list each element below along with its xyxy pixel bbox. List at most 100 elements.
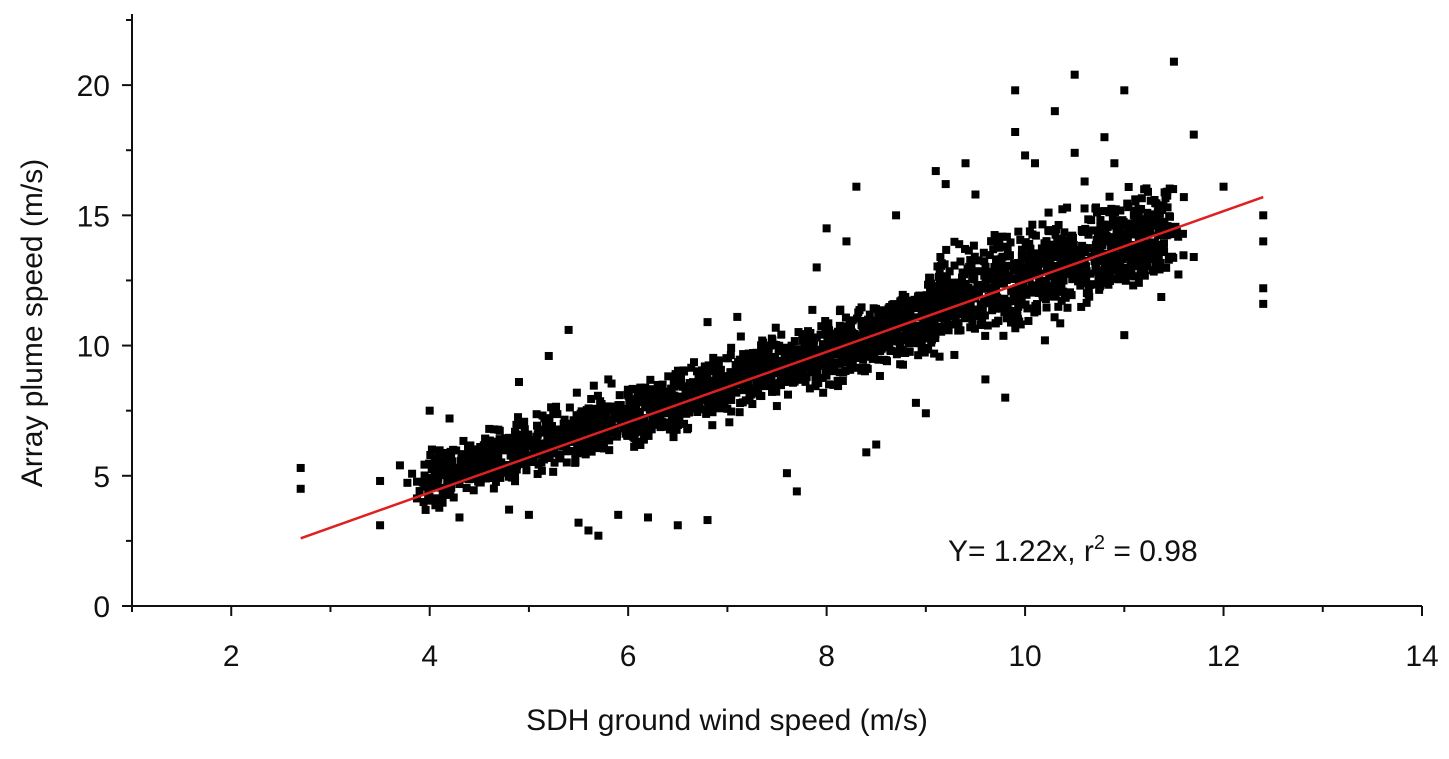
data-point: [1024, 260, 1033, 269]
data-point: [445, 470, 454, 479]
data-point: [653, 395, 662, 404]
data-point: [514, 413, 523, 422]
data-point: [1007, 318, 1016, 327]
data-point: [768, 365, 777, 374]
data-point: [1010, 259, 1019, 268]
data-point: [969, 274, 978, 283]
data-point: [864, 352, 873, 361]
data-point: [772, 402, 781, 411]
data-point: [976, 300, 985, 309]
data-point: [917, 337, 926, 346]
data-point: [1090, 256, 1099, 265]
data-point: [970, 324, 979, 333]
data-point: [787, 377, 796, 386]
data-point: [979, 248, 988, 257]
data-point: [1092, 208, 1101, 217]
data-point: [1044, 266, 1053, 275]
data-point: [1011, 127, 1020, 136]
data-point: [1068, 275, 1077, 284]
data-point: [851, 363, 860, 372]
data-point: [729, 387, 738, 396]
data-point: [720, 398, 729, 407]
data-point: [1128, 247, 1137, 256]
data-point: [542, 441, 551, 450]
data-point: [1094, 274, 1103, 283]
data-point: [1070, 148, 1079, 157]
data-point: [953, 304, 962, 313]
data-point: [1105, 277, 1114, 286]
data-point: [496, 467, 505, 476]
data-point: [426, 451, 435, 460]
data-point: [730, 382, 739, 391]
data-point: [835, 368, 844, 377]
data-point: [485, 424, 494, 433]
data-point: [1102, 231, 1111, 240]
data-point: [490, 441, 499, 450]
data-point: [857, 363, 866, 372]
data-point: [613, 429, 622, 438]
data-point: [583, 406, 592, 415]
data-point: [1110, 159, 1119, 168]
data-point: [1163, 191, 1172, 200]
data-point: [1100, 207, 1109, 216]
data-point: [636, 440, 645, 449]
data-point: [826, 348, 835, 357]
data-point: [1139, 238, 1148, 247]
data-point: [569, 433, 578, 442]
data-point: [923, 321, 932, 330]
data-point: [822, 356, 831, 365]
data-point: [1259, 211, 1268, 220]
data-point: [860, 350, 869, 359]
data-point: [833, 376, 842, 385]
data-point: [519, 419, 528, 428]
data-point: [906, 308, 915, 317]
data-point: [989, 270, 998, 279]
data-point: [989, 245, 998, 254]
data-point: [626, 411, 635, 420]
data-point: [1052, 242, 1061, 251]
data-point: [1064, 269, 1073, 278]
data-point: [1031, 270, 1040, 279]
data-point: [1012, 288, 1021, 297]
data-point: [707, 381, 716, 390]
data-point: [909, 302, 918, 311]
data-point: [859, 316, 868, 325]
data-point: [861, 325, 870, 334]
data-point: [967, 260, 976, 269]
data-point: [992, 255, 1001, 264]
data-point: [1189, 130, 1198, 139]
data-point: [850, 329, 859, 338]
data-point: [1016, 320, 1025, 329]
data-point: [876, 326, 885, 335]
data-point: [938, 278, 947, 287]
data-point: [834, 382, 843, 391]
data-point: [517, 458, 526, 467]
data-point: [943, 324, 952, 333]
data-point: [1053, 235, 1062, 244]
data-point: [572, 388, 581, 397]
data-point: [552, 425, 561, 434]
data-point: [425, 406, 434, 415]
data-point: [905, 312, 914, 321]
data-point: [1050, 107, 1059, 116]
data-point: [926, 273, 935, 282]
data-point: [496, 473, 505, 482]
data-point: [1071, 261, 1080, 270]
data-point: [942, 245, 951, 254]
data-point: [869, 345, 878, 354]
data-point: [724, 372, 733, 381]
data-point: [1021, 253, 1030, 262]
data-point: [529, 436, 538, 445]
data-point: [1061, 293, 1070, 302]
data-point: [941, 289, 950, 298]
data-point: [667, 411, 676, 420]
data-point: [1081, 248, 1090, 257]
data-point: [717, 372, 726, 381]
data-point: [447, 483, 456, 492]
data-point: [441, 461, 450, 470]
data-point: [1169, 185, 1178, 194]
data-point: [1178, 229, 1187, 238]
data-point: [937, 327, 946, 336]
data-point: [595, 407, 604, 416]
data-point: [840, 322, 849, 331]
